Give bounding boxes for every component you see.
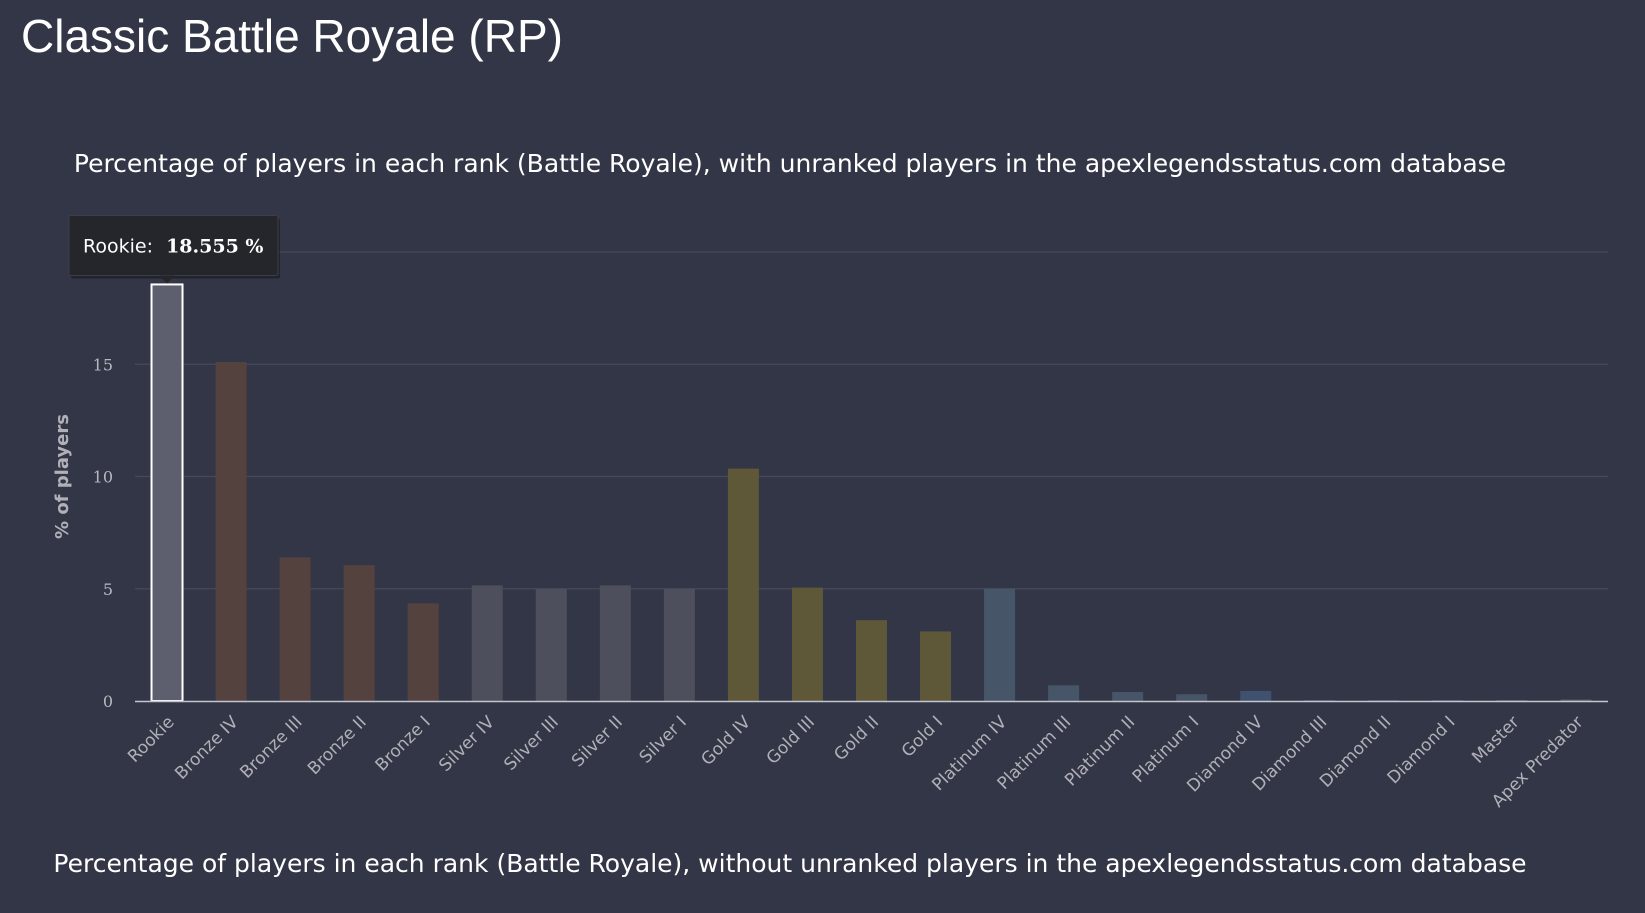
bar-diamond-iv[interactable] (1240, 690, 1272, 701)
y-tick-label: 15 (93, 355, 113, 374)
y-axis-label: % of players (52, 414, 73, 539)
bar-silver-ii[interactable] (599, 585, 631, 701)
bar-silver-iii[interactable] (535, 588, 567, 701)
bar-platinum-iv[interactable] (984, 588, 1016, 701)
tooltip-value: 18.555 % (166, 235, 263, 257)
bar-bronze-ii[interactable] (343, 565, 375, 701)
bar-bronze-iv[interactable] (215, 362, 247, 701)
bar-platinum-i[interactable] (1176, 694, 1208, 701)
bar-platinum-iii[interactable] (1048, 685, 1080, 701)
x-tick-label: Gold III (763, 712, 819, 768)
x-tick-label: Master (1468, 712, 1523, 767)
bar-bronze-i[interactable] (407, 603, 439, 701)
bar-platinum-ii[interactable] (1112, 692, 1144, 701)
bar-bronze-iii[interactable] (279, 557, 311, 701)
bar-apex-predator[interactable] (1560, 699, 1592, 701)
bar-silver-iv[interactable] (471, 585, 503, 701)
x-tick-label: Platinum II (1061, 712, 1139, 790)
bar-master[interactable] (1496, 700, 1528, 701)
bar-silver-i[interactable] (663, 588, 695, 701)
x-tick-label: Silver II (568, 712, 627, 771)
tooltip-text: Rookie: 18.555 % (83, 235, 263, 257)
x-tick-label: Diamond I (1384, 712, 1460, 788)
bar-rookie[interactable] (150, 283, 184, 702)
tooltip: Rookie: 18.555 % (68, 214, 280, 284)
x-tick-label: Gold IV (698, 712, 756, 770)
x-tick-label: Bronze I (372, 712, 435, 775)
bar-gold-ii[interactable] (856, 620, 887, 701)
bar-diamond-i[interactable] (1432, 700, 1464, 701)
y-tick-label: 10 (93, 468, 113, 487)
y-tick-label: 0 (103, 692, 113, 711)
x-tick-label: Gold I (898, 712, 947, 761)
y-tick-label: 5 (103, 580, 113, 599)
x-tick-label: Gold II (830, 712, 883, 765)
chart-title-without-unranked: Percentage of players in each rank (Batt… (53, 849, 1527, 878)
page-title: Classic Battle Royale (RP) (21, 10, 563, 62)
bar-gold-iii[interactable] (791, 587, 823, 701)
x-tick-label: Bronze IV (171, 712, 243, 784)
tooltip-label: Rookie: (83, 235, 153, 257)
bar-gold-i[interactable] (920, 631, 952, 701)
tooltip-arrow (159, 275, 176, 284)
x-tick-label: Silver IV (435, 712, 499, 776)
bars (150, 283, 1592, 702)
bar-gold-iv[interactable] (727, 468, 759, 701)
x-tick-label: Bronze III (236, 712, 306, 782)
y-axis-ticks: 05101520 (93, 243, 113, 711)
x-tick-label: Silver I (636, 712, 691, 767)
x-tick-label: Bronze II (304, 712, 371, 779)
grid-lines (135, 251, 1608, 590)
x-tick-label: Silver III (500, 712, 562, 774)
x-tick-label: Rookie (124, 712, 178, 766)
bar-diamond-ii[interactable] (1368, 700, 1400, 701)
bar-diamond-iii[interactable] (1304, 700, 1336, 701)
chart-title-with-unranked: Percentage of players in each rank (Batt… (73, 149, 1507, 178)
